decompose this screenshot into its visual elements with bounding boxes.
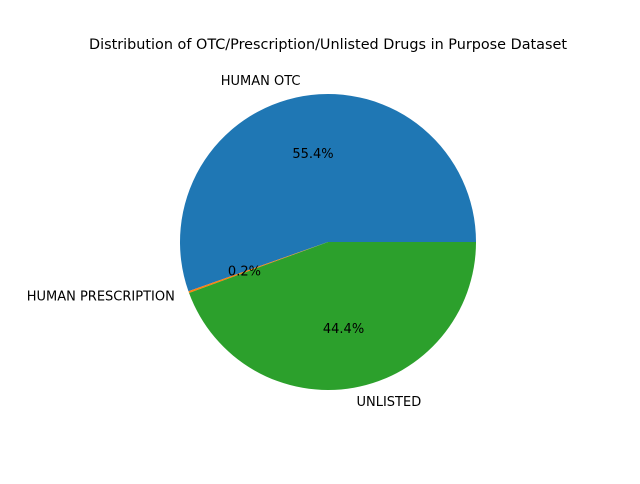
- pie-slices: [179, 94, 476, 391]
- slice-label-human-prescription: HUMAN PRESCRIPTION: [27, 290, 175, 305]
- percent-label-human-otc: 55.4%: [292, 147, 333, 162]
- slice-label-unlisted: UNLISTED: [356, 395, 421, 410]
- percent-label-human-prescription: 0.2%: [228, 265, 261, 280]
- percent-labels: 55.4% 0.2% 44.4%: [228, 147, 364, 337]
- pie-slice-human-otc: [179, 94, 476, 292]
- percent-label-unlisted: 44.4%: [323, 322, 364, 337]
- slice-label-human-otc: HUMAN OTC: [221, 74, 301, 89]
- pie-slice-human-prescription: [188, 242, 328, 294]
- slice-labels: HUMAN OTC HUMAN PRESCRIPTION UNLISTED: [27, 74, 422, 410]
- chart-title: Distribution of OTC/Prescription/Unliste…: [89, 37, 567, 53]
- pie-slice-unlisted: [189, 242, 476, 391]
